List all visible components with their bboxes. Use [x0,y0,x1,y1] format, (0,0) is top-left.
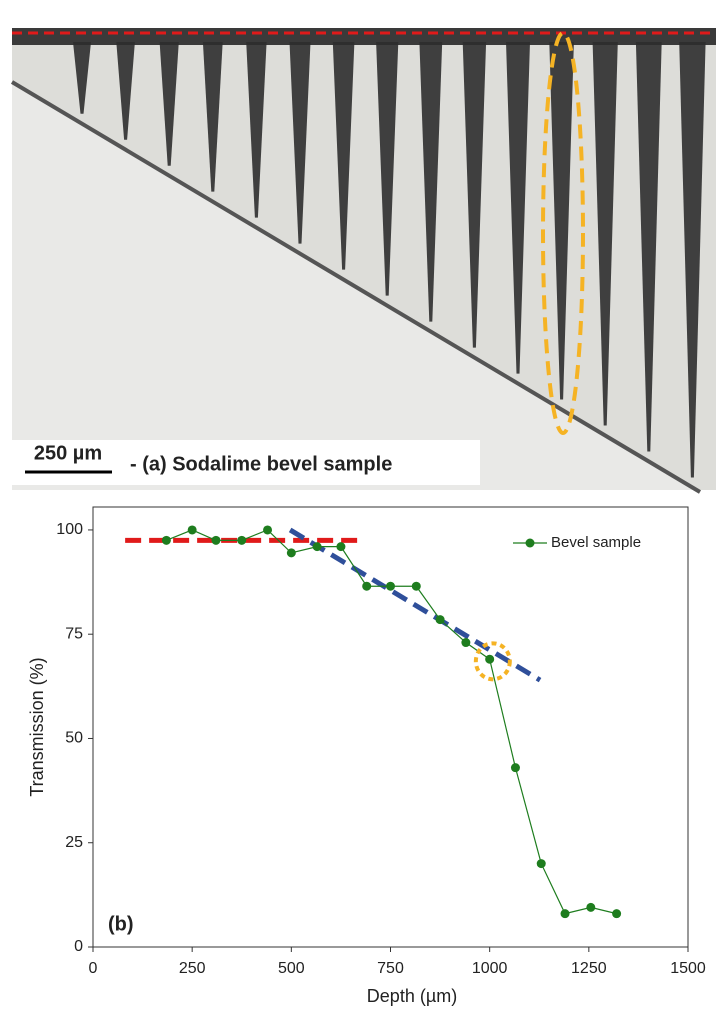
legend-label: Bevel sample [551,534,641,551]
data-point [536,859,546,869]
x-tick-label: 0 [89,960,98,977]
data-point [510,763,520,773]
data-point [362,581,372,591]
chart: Depth (µm) Transmission (%) (b) 0 250 500 7… [27,506,706,1006]
data-point [161,535,171,545]
data-point [612,909,622,919]
data-point [263,525,273,535]
data-point [435,615,445,625]
data-point [586,902,596,912]
data-point [386,581,395,591]
photo-highlight [541,31,585,435]
data-point [411,581,421,591]
scale-label: 250 µm [34,442,102,464]
data-point [336,542,346,552]
y-axis-label: Transmission (%) [27,657,47,796]
y-tick-label: 50 [65,730,83,747]
needles [73,42,706,478]
x-tick-label: 250 [179,960,206,977]
needle [462,42,487,348]
needle [159,42,179,166]
panel-label: (b) [108,913,134,935]
needle [116,42,135,140]
data-point [461,638,471,648]
needle [246,42,267,218]
needle [376,42,399,296]
needle [202,42,223,192]
needle [549,42,574,400]
needle [419,42,443,322]
x-tick-label: 1250 [571,960,607,977]
data-point [560,909,570,919]
needle [592,42,618,426]
sample-body [12,45,716,490]
y-tick-label: 100 [56,521,83,538]
highlight-circle [473,641,512,682]
bevel-edge [10,80,702,494]
data-point [286,548,296,558]
plot-frame [92,506,689,948]
needle [679,42,706,478]
data-point [187,525,197,535]
y-tick-label: 75 [65,625,83,642]
y-tick-label: 0 [74,938,83,955]
x-tick-label: 1000 [472,960,508,977]
y-tick-label: 25 [65,834,83,851]
data-point [237,535,247,545]
caption-background [0,440,480,485]
data-point [211,535,221,545]
needle [73,42,91,114]
reference-line [288,527,542,683]
x-tick-label: 500 [278,960,305,977]
x-axis-label: Depth (µm) [367,986,457,1006]
needle [506,42,530,374]
caption: - (a) Sodalime bevel sample [130,453,392,475]
legend-marker [525,538,535,548]
data-point [312,542,322,552]
data-point [485,654,495,664]
x-tick-label: 750 [377,960,404,977]
needle [332,42,355,270]
x-tick-label: 1500 [670,960,706,977]
needle [635,42,662,452]
needle [289,42,311,244]
photo: 250 µm - (a) Sodalime bevel sample [0,28,716,494]
